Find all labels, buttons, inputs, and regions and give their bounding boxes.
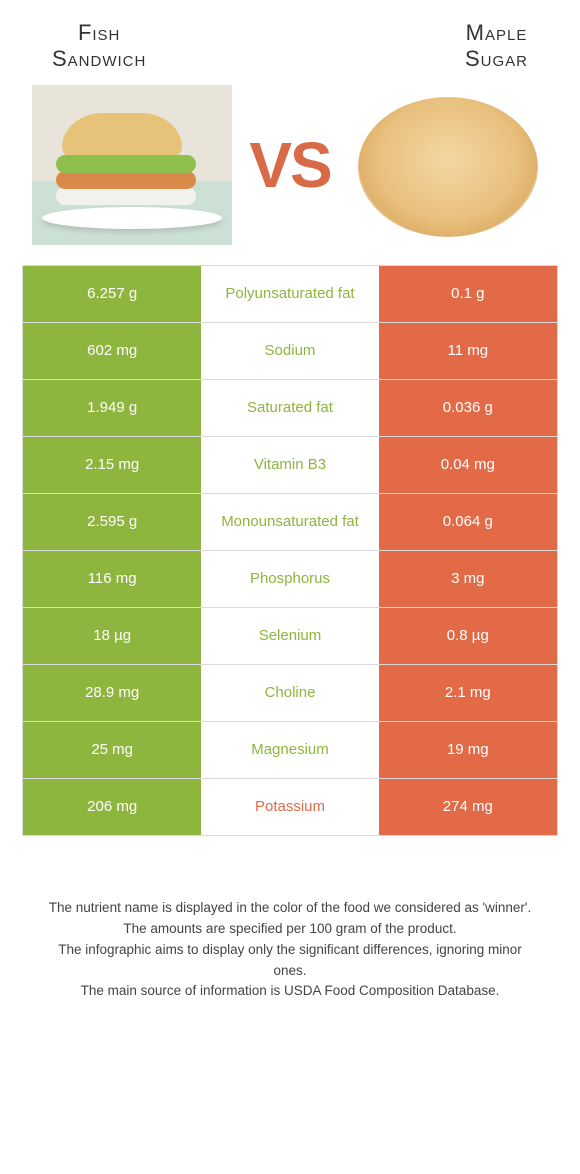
footer-line: The nutrient name is displayed in the co… — [42, 898, 538, 919]
left-value: 1.949 g — [23, 380, 201, 436]
footer-line: The amounts are specified per 100 gram o… — [42, 919, 538, 940]
table-row: 206 mgPotassium274 mg — [23, 779, 557, 836]
left-value: 6.257 g — [23, 266, 201, 322]
right-value: 3 mg — [379, 551, 557, 607]
left-food-image — [32, 85, 232, 245]
left-value: 25 mg — [23, 722, 201, 778]
vs-label: VS — [249, 128, 330, 202]
table-row: 6.257 gPolyunsaturated fat0.1 g — [23, 266, 557, 323]
right-value: 19 mg — [379, 722, 557, 778]
nutrient-label: Magnesium — [201, 722, 378, 778]
nutrient-label: Choline — [201, 665, 378, 721]
left-value: 18 µg — [23, 608, 201, 664]
left-value: 206 mg — [23, 779, 201, 835]
right-food-image — [348, 85, 548, 245]
table-row: 25 mgMagnesium19 mg — [23, 722, 557, 779]
nutrient-label: Potassium — [201, 779, 378, 835]
table-row: 2.15 mgVitamin B30.04 mg — [23, 437, 557, 494]
table-row: 116 mgPhosphorus3 mg — [23, 551, 557, 608]
header: Fish Sandwich Maple Sugar — [22, 20, 558, 85]
left-value: 2.595 g — [23, 494, 201, 550]
footer-line: The main source of information is USDA F… — [42, 981, 538, 1002]
right-value: 0.036 g — [379, 380, 557, 436]
left-value: 28.9 mg — [23, 665, 201, 721]
table-row: 28.9 mgCholine2.1 mg — [23, 665, 557, 722]
nutrient-label: Saturated fat — [201, 380, 378, 436]
nutrient-label: Sodium — [201, 323, 378, 379]
nutrient-label: Polyunsaturated fat — [201, 266, 378, 322]
nutrient-label: Monounsaturated fat — [201, 494, 378, 550]
right-value: 0.064 g — [379, 494, 557, 550]
right-value: 0.1 g — [379, 266, 557, 322]
footer-line: The infographic aims to display only the… — [42, 940, 538, 982]
nutrient-label: Phosphorus — [201, 551, 378, 607]
nutrient-table: 6.257 gPolyunsaturated fat0.1 g602 mgSod… — [22, 265, 558, 836]
nutrient-label: Selenium — [201, 608, 378, 664]
table-row: 2.595 gMonounsaturated fat0.064 g — [23, 494, 557, 551]
right-food-title: Maple Sugar — [465, 20, 528, 73]
left-value: 602 mg — [23, 323, 201, 379]
right-value: 274 mg — [379, 779, 557, 835]
left-value: 116 mg — [23, 551, 201, 607]
table-row: 1.949 gSaturated fat0.036 g — [23, 380, 557, 437]
right-value: 0.04 mg — [379, 437, 557, 493]
right-value: 0.8 µg — [379, 608, 557, 664]
left-value: 2.15 mg — [23, 437, 201, 493]
footer-notes: The nutrient name is displayed in the co… — [22, 836, 558, 1003]
table-row: 602 mgSodium11 mg — [23, 323, 557, 380]
images-row: VS — [22, 85, 558, 265]
right-value: 11 mg — [379, 323, 557, 379]
table-row: 18 µgSelenium0.8 µg — [23, 608, 557, 665]
right-value: 2.1 mg — [379, 665, 557, 721]
left-food-title: Fish Sandwich — [52, 20, 146, 73]
nutrient-label: Vitamin B3 — [201, 437, 378, 493]
